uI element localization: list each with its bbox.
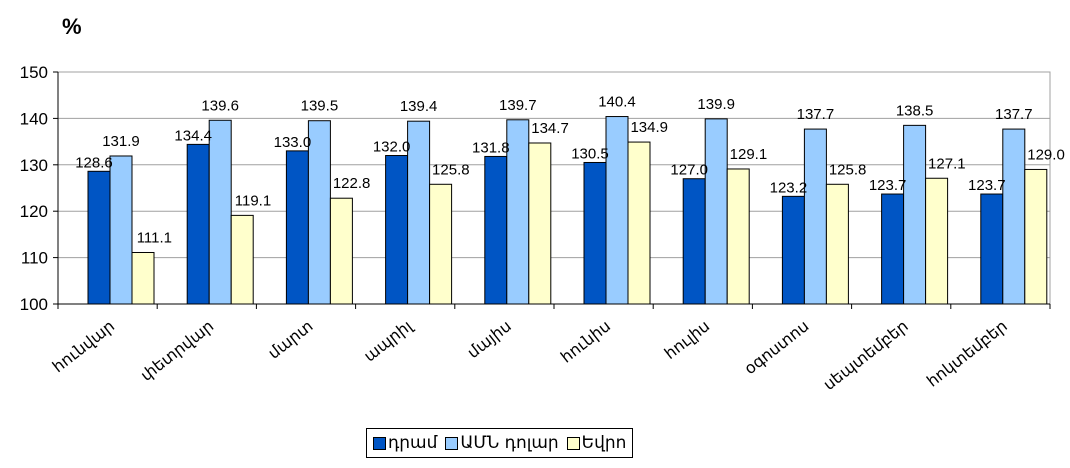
data-label: 125.8: [829, 161, 867, 178]
data-label: 140.4: [598, 94, 636, 111]
legend-label-dram: դրամ: [388, 433, 438, 453]
data-label: 122.8: [333, 175, 371, 192]
bar-chart: 100 110 120 130 140 150 128.6 134.4 133.0 132.0 13…: [20, 63, 1065, 394]
bar: [881, 193, 905, 305]
data-label: 134.7: [531, 120, 569, 137]
y-tick-label: 100: [20, 295, 48, 314]
data-label: 132.0: [373, 139, 411, 156]
bar: [208, 119, 232, 305]
bar: [825, 183, 849, 305]
legend-label-euro: Եվրո: [581, 433, 627, 453]
data-label: 123.7: [869, 177, 907, 194]
data-label: 119.1: [235, 192, 271, 209]
legend-swatch-usd: [445, 436, 459, 450]
data-label: 128.6: [75, 154, 113, 171]
data-label: 125.8: [432, 161, 470, 178]
y-tick-label: 140: [20, 109, 48, 128]
data-label: 137.7: [797, 106, 835, 123]
y-tick-label: 110: [21, 249, 48, 268]
bar: [307, 120, 331, 305]
data-label: 123.7: [968, 177, 1006, 194]
bar: [627, 141, 651, 305]
chart-legend: դրամ ԱՄՆ դոլար Եվրո: [366, 428, 634, 458]
bar: [1024, 168, 1048, 305]
data-label: 139.6: [201, 97, 239, 114]
data-label: 137.7: [995, 106, 1033, 123]
bar: [131, 251, 155, 305]
x-tick-label: փետրվար: [137, 316, 218, 385]
bar: [484, 155, 508, 305]
data-label: 127.0: [670, 162, 708, 179]
data-label: 133.0: [274, 134, 312, 151]
x-tick-label: հոկտեմբեր: [923, 316, 1011, 391]
data-label: 139.4: [400, 98, 438, 115]
bar: [109, 155, 133, 305]
bar: [925, 177, 949, 305]
bar: [903, 124, 927, 305]
data-label: 129.1: [730, 146, 768, 163]
bar: [186, 143, 210, 305]
y-tick-label: 150: [20, 63, 48, 82]
bar: [385, 155, 409, 305]
legend-item-usd: ԱՄՆ դոլար: [445, 433, 559, 453]
bar: [329, 197, 353, 305]
data-label: 134.4: [174, 127, 212, 144]
bar: [583, 161, 607, 305]
data-label: 134.9: [630, 119, 668, 136]
data-label: 131.8: [472, 139, 510, 156]
data-label: 127.1: [928, 155, 966, 172]
x-tick-label: մարտ: [264, 316, 316, 363]
bar: [230, 214, 254, 305]
x-tick-label: սեպտեմբեր: [819, 316, 911, 394]
data-label: 139.5: [301, 98, 339, 115]
legend-label-usd: ԱՄՆ դոլար: [460, 433, 559, 453]
legend-swatch-dram: [373, 436, 386, 450]
data-label: 139.9: [697, 96, 735, 113]
bar: [726, 168, 750, 305]
bar: [429, 183, 453, 305]
x-tick-label: մայիս: [463, 316, 514, 362]
bar: [980, 193, 1004, 305]
y-tick-label: 130: [20, 156, 48, 175]
bar: [285, 150, 309, 305]
bar: [781, 195, 805, 305]
data-label: 123.2: [770, 179, 808, 196]
x-tick-label: ապրիլ: [360, 316, 416, 366]
x-tick-label: հուլիս: [661, 316, 714, 363]
data-label: 111.1: [137, 229, 172, 246]
bar: [605, 116, 629, 305]
data-label: 130.5: [571, 145, 609, 162]
bar: [407, 120, 431, 305]
data-label: 139.7: [499, 97, 537, 114]
data-label: 131.9: [102, 133, 140, 150]
x-tick-label: օգոստոս: [741, 316, 813, 378]
bar: [1002, 128, 1026, 305]
bar: [682, 178, 706, 305]
y-unit-label: %: [62, 14, 82, 39]
legend-item-euro: Եվրո: [566, 433, 627, 453]
data-label: 138.5: [896, 102, 934, 119]
data-label: 129.0: [1027, 146, 1065, 163]
bar: [803, 128, 827, 305]
bar: [506, 119, 530, 305]
bar: [528, 142, 552, 305]
x-tick-label: հունվար: [49, 316, 118, 376]
y-tick-label: 120: [20, 202, 48, 221]
bar: [704, 118, 728, 305]
bar: [87, 170, 111, 305]
legend-item-dram: դրամ: [373, 433, 437, 453]
legend-swatch-euro: [566, 436, 580, 450]
x-tick-label: հունիս: [557, 316, 614, 366]
